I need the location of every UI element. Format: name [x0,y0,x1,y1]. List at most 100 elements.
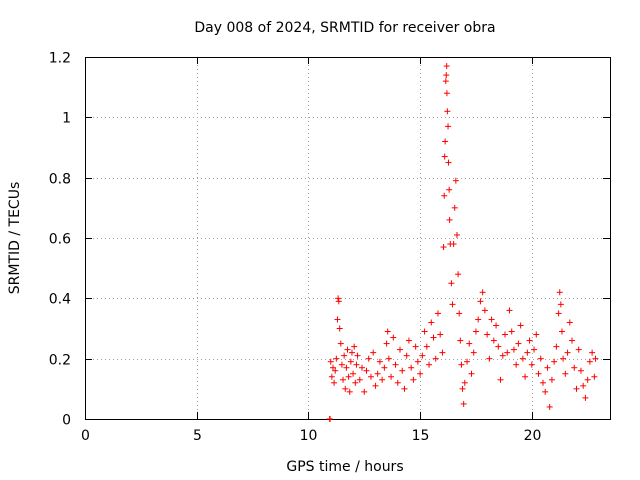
data-point [513,361,520,368]
data-point [335,298,342,305]
data-point [490,337,497,344]
data-point [544,364,551,371]
data-point [451,204,458,211]
data-point [584,376,591,383]
data-point [363,367,370,374]
data-point [348,349,355,356]
data-point [417,370,424,377]
data-point [342,385,349,392]
data-point [440,244,447,251]
data-point [329,364,336,371]
axis-ticks: 0 5 10 15 20 0 0.2 0.4 0.6 0.8 1 1.2 [49,51,610,444]
grid-lines [85,57,610,419]
data-point [564,349,571,356]
data-point [423,343,430,350]
y-tick-label: 0 [62,413,71,429]
data-point [580,382,587,389]
y-tick-label: 1.2 [49,51,71,67]
data-point [401,385,408,392]
data-point [591,373,598,380]
data-point [334,316,341,323]
data-point [468,370,475,377]
data-point [571,364,578,371]
data-point [450,241,457,248]
data-point [526,337,533,344]
data-point [340,376,347,383]
data-point [586,358,593,365]
data-point [430,334,437,341]
data-point [370,349,377,356]
data-point [515,340,522,347]
data-point [575,346,582,353]
data-point [461,379,468,386]
data-point [455,271,462,278]
data-point [437,331,444,338]
data-point [345,373,352,380]
x-tick-label: 15 [412,428,430,444]
data-point [428,319,435,326]
data-point [359,364,366,371]
data-point [524,349,531,356]
data-point [484,331,491,338]
data-point [466,340,473,347]
data-point [432,355,439,362]
data-point [589,349,596,356]
data-point [592,355,599,362]
data-point [556,289,563,296]
data-point [381,364,388,371]
data-point [374,370,381,377]
data-point [481,307,488,314]
data-point [460,400,467,407]
y-tick-label: 0.2 [49,353,71,369]
data-point [448,280,455,287]
data-point [475,316,482,323]
data-point [531,346,538,353]
data-point [577,367,584,374]
y-tick-label: 1 [62,111,71,127]
x-tick-label: 5 [193,428,202,444]
x-tick-label: 10 [300,428,318,444]
data-points [326,63,599,422]
data-point [403,352,410,359]
data-point [446,186,453,193]
data-point [332,367,339,374]
data-point [519,355,526,362]
data-point [479,289,486,296]
data-point [495,343,502,350]
data-point [328,373,335,380]
data-point [361,388,368,395]
data-point [497,376,504,383]
data-point [553,343,560,350]
data-point [441,153,448,160]
chart-title: Day 008 of 2024, SRMTID for receiver obr… [194,20,495,36]
x-axis-label: GPS time / hours [286,459,403,475]
data-point [439,349,446,356]
data-point [502,331,508,338]
data-point [582,394,589,401]
data-point [365,355,372,362]
data-point [379,376,386,383]
data-point [353,361,360,368]
data-point [506,307,513,314]
data-point [412,343,419,350]
data-point [385,355,392,362]
data-point [376,358,383,365]
y-tick-label: 0.8 [49,172,71,188]
x-tick-label: 0 [81,428,90,444]
data-point [557,301,564,308]
data-point [399,367,406,374]
data-point [383,340,390,347]
data-point [333,355,340,362]
data-point [566,319,573,326]
y-tick-label: 0.4 [49,292,71,308]
data-point [555,310,562,317]
data-point [456,310,463,317]
data-point [542,388,549,395]
data-point [442,78,449,85]
data-point [546,403,553,410]
data-point [354,352,361,359]
data-point [419,352,426,359]
data-point [522,373,529,380]
data-point [394,379,401,386]
